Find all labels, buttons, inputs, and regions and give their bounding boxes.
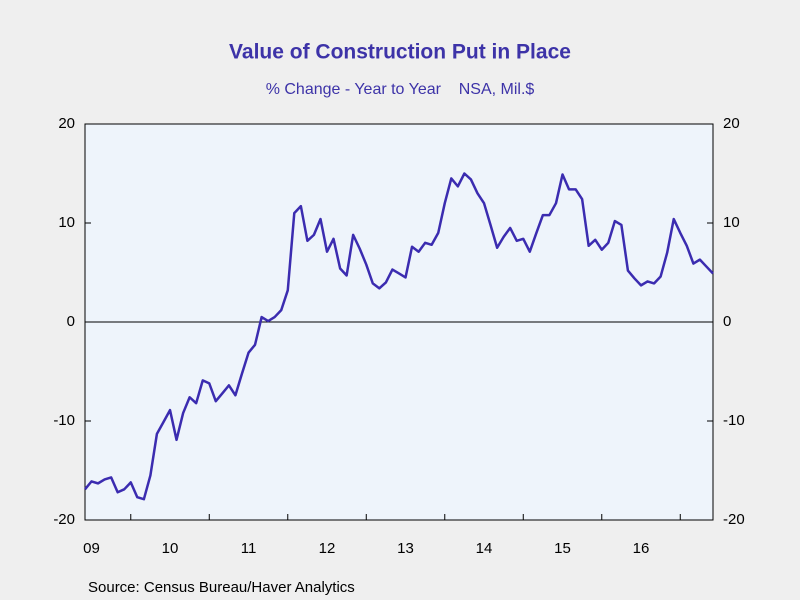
y2-tick-label: 0: [723, 313, 731, 330]
y2-tick-label: 20: [723, 115, 740, 132]
chart-subtitle: % Change - Year to Year NSA, Mil.$: [266, 81, 535, 98]
y-tick-label: 10: [58, 214, 75, 231]
x-tick-label: 16: [633, 540, 650, 557]
x-tick-label: 14: [476, 540, 493, 557]
y-tick-label: 0: [67, 313, 75, 330]
chart-title: Value of Construction Put in Place: [229, 41, 571, 64]
x-tick-label: 10: [162, 540, 179, 557]
y-tick-label: -20: [53, 511, 75, 528]
x-tick-label: 15: [554, 540, 571, 557]
data-line: [84, 172, 714, 501]
x-tick-label: 09: [83, 540, 100, 557]
source-note: Source: Census Bureau/Haver Analytics: [88, 579, 355, 596]
x-tick-label: 13: [397, 540, 414, 557]
x-tick-label: 12: [319, 540, 336, 557]
y-tick-label: 20: [58, 115, 75, 132]
y-tick-label: -10: [53, 412, 75, 429]
y2-tick-label: -10: [723, 412, 745, 429]
x-tick-label: 11: [241, 540, 257, 557]
y2-tick-label: -20: [723, 511, 745, 528]
y2-tick-label: 10: [723, 214, 740, 231]
